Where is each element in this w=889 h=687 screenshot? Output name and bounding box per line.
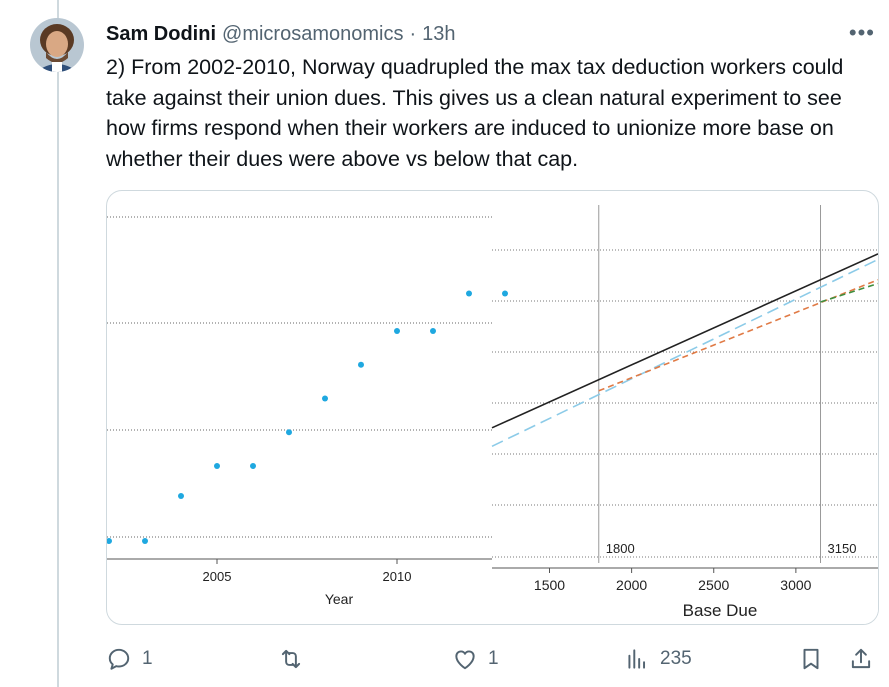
line-chart-base-due: 1800 3150 1500 2000 2500 3000 Base Due (491, 205, 878, 624)
reply-icon (108, 648, 130, 670)
repost-button[interactable] (278, 640, 314, 678)
reply-button[interactable]: 1 (106, 640, 153, 678)
chart-x-axis-label-year: Year (325, 591, 354, 607)
series-line-orange (598, 279, 878, 392)
x-tick-label: 2005 (203, 569, 232, 584)
avatar[interactable] (30, 18, 84, 72)
bookmark-button[interactable] (798, 640, 824, 678)
data-point (394, 328, 400, 334)
analytics-bar-icon (628, 649, 646, 669)
repost-icon (281, 649, 301, 669)
share-button[interactable] (848, 640, 874, 678)
tweet-action-bar: 1 1 235 (106, 640, 877, 678)
data-point (142, 538, 148, 544)
data-point (250, 463, 256, 469)
data-point (358, 361, 364, 368)
timestamp[interactable]: 13h (422, 22, 456, 45)
data-point (178, 493, 184, 499)
reference-line-label: 1800 (606, 541, 635, 556)
like-count: 1 (488, 648, 499, 669)
data-point (322, 395, 328, 402)
x-tick-label: 3000 (780, 577, 811, 593)
more-options-icon[interactable]: ••• (848, 20, 875, 45)
heart-icon (455, 650, 475, 670)
scatter-chart-year: 2005 2010 Year (107, 216, 508, 607)
view-count: 235 (660, 648, 692, 669)
data-point (430, 328, 436, 334)
like-button[interactable]: 1 (452, 640, 499, 678)
views-button[interactable]: 235 (624, 640, 692, 678)
tweet-header: Sam Dodini @microsamonomics · 13h (106, 22, 456, 46)
author-name[interactable]: Sam Dodini (106, 22, 217, 45)
reply-count: 1 (142, 648, 153, 669)
data-point (107, 538, 112, 544)
data-point (214, 463, 220, 469)
thread-connector-line (57, 0, 59, 687)
chart-image: 2005 2010 Year 1800 3150 1500 2000 2500 3000 … (107, 205, 878, 624)
x-tick-label: 2000 (616, 577, 647, 593)
reference-line-label: 3150 (828, 541, 857, 556)
series-line-green (820, 282, 878, 303)
bookmark-icon (803, 648, 819, 670)
data-point (466, 290, 472, 297)
chart-x-axis-label-base-due: Base Due (683, 601, 758, 620)
data-point (502, 290, 508, 297)
share-icon (851, 648, 871, 669)
tweet-media-image[interactable]: 2005 2010 Year 1800 3150 1500 2000 2500 3000 … (106, 190, 879, 625)
data-point (286, 429, 292, 436)
dot-separator: · (409, 22, 417, 45)
tweet-text: 2) From 2002-2010, Norway quadrupled the… (106, 55, 844, 171)
series-line-black (491, 253, 878, 429)
author-handle[interactable]: @microsamonomics (222, 22, 404, 45)
x-tick-label: 2500 (698, 577, 729, 593)
x-tick-label: 2010 (383, 569, 412, 584)
x-tick-label: 1500 (534, 577, 565, 593)
